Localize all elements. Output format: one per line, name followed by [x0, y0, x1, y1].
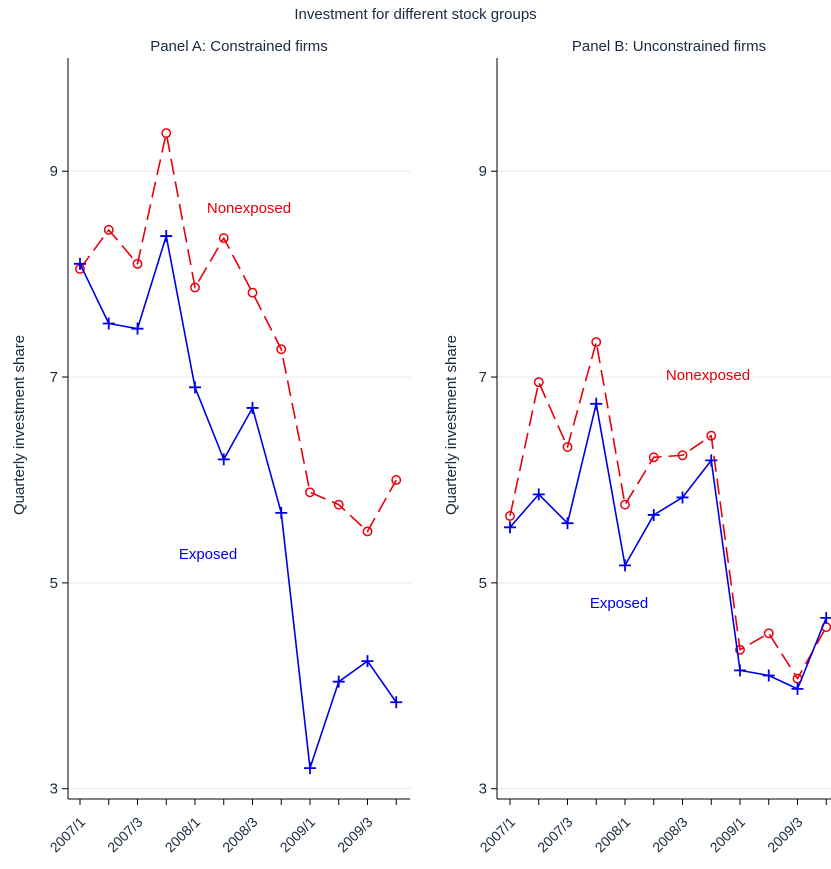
data-point-exposed — [160, 230, 173, 243]
panel-a: Panel A: Constrained firms 3 5 7 9 Quarterly … — [11, 38, 411, 855]
series-line-exposed — [509, 402, 827, 690]
y-tick-label: 7 — [479, 369, 487, 386]
data-point-nonexposed — [591, 337, 602, 347]
x-tick-label: 2007/3 — [104, 814, 146, 856]
y-tick-label: 9 — [50, 163, 58, 180]
x-tick-label: 2007/1 — [477, 814, 519, 856]
y-tick-label: 5 — [479, 575, 487, 592]
data-point-nonexposed — [562, 442, 573, 452]
x-tick-label: 2008/3 — [649, 814, 691, 856]
data-point-nonexposed — [362, 526, 373, 537]
x-tick-label: 2008/3 — [219, 814, 261, 856]
data-point-nonexposed — [161, 128, 172, 139]
x-tick-label: 2009/3 — [334, 814, 376, 856]
series-label-nonexposed: Nonexposed — [207, 200, 291, 217]
data-point-nonexposed — [620, 499, 630, 510]
series-line-exposed — [79, 235, 397, 769]
x-tick-label: 2009/3 — [764, 814, 806, 856]
data-point-exposed — [820, 611, 831, 624]
data-point-nonexposed — [247, 287, 258, 298]
data-point-exposed — [590, 397, 603, 410]
data-point-nonexposed — [391, 475, 402, 485]
data-point-exposed — [532, 488, 545, 501]
panel-title: Panel B: Unconstrained firms — [572, 38, 766, 55]
data-point-exposed — [332, 675, 345, 688]
series-label-exposed: Exposed — [590, 595, 648, 612]
data-point-exposed — [102, 317, 115, 330]
data-point-exposed — [74, 257, 86, 270]
data-point-exposed — [246, 401, 259, 414]
data-point-nonexposed — [706, 430, 717, 441]
y-tick-label: 5 — [50, 575, 58, 592]
x-tick-label: 2007/3 — [534, 814, 576, 856]
data-point-exposed — [561, 517, 574, 530]
data-point-exposed — [676, 491, 689, 504]
data-point-nonexposed — [648, 452, 659, 463]
data-point-nonexposed — [190, 282, 200, 293]
series-label-exposed: Exposed — [179, 546, 237, 563]
y-axis-label: Quarterly investment share — [11, 335, 28, 515]
data-point-exposed — [390, 696, 403, 709]
data-point-nonexposed — [103, 224, 114, 235]
data-point-nonexposed — [763, 628, 774, 639]
data-point-exposed — [762, 669, 775, 682]
data-point-nonexposed — [735, 644, 745, 655]
series-line-nonexposed — [509, 341, 827, 680]
data-point-nonexposed — [305, 487, 315, 498]
x-tick-label: 2009/1 — [277, 814, 319, 856]
data-point-exposed — [217, 453, 230, 466]
data-point-exposed — [189, 381, 201, 394]
data-point-exposed — [131, 322, 144, 335]
data-point-nonexposed — [333, 499, 344, 510]
data-point-exposed — [275, 506, 288, 519]
data-point-exposed — [304, 762, 316, 775]
x-tick-label: 2007/1 — [47, 814, 89, 856]
x-tick-label: 2008/1 — [592, 814, 634, 856]
panel-title: Panel A: Constrained firms — [150, 38, 328, 55]
data-point-exposed — [504, 521, 516, 534]
data-point-exposed — [791, 682, 804, 695]
series-line-nonexposed — [79, 132, 397, 533]
panel-b: Panel B: Unconstrained firms 3 5 7 9 Quarterl… — [443, 38, 831, 855]
y-axis-label: Quarterly investment share — [443, 335, 460, 515]
data-point-nonexposed — [505, 511, 515, 521]
data-point-exposed — [619, 559, 631, 572]
data-point-exposed — [734, 664, 746, 677]
y-tick-label: 9 — [479, 163, 487, 180]
data-point-nonexposed — [533, 377, 544, 388]
data-point-nonexposed — [132, 258, 143, 269]
x-tick-label: 2008/1 — [162, 814, 204, 856]
y-tick-label: 7 — [50, 369, 58, 386]
y-tick-label: 3 — [50, 781, 58, 798]
x-tick-label: 2009/1 — [707, 814, 749, 856]
data-point-nonexposed — [276, 344, 287, 355]
data-point-nonexposed — [218, 233, 229, 244]
series-label-nonexposed: Nonexposed — [666, 367, 750, 384]
data-point-exposed — [361, 655, 374, 668]
data-point-exposed — [705, 454, 718, 467]
data-point-exposed — [647, 508, 660, 521]
data-point-nonexposed — [677, 450, 688, 461]
figure-title: Investment for different stock groups — [294, 6, 536, 23]
y-tick-label: 3 — [479, 781, 487, 798]
